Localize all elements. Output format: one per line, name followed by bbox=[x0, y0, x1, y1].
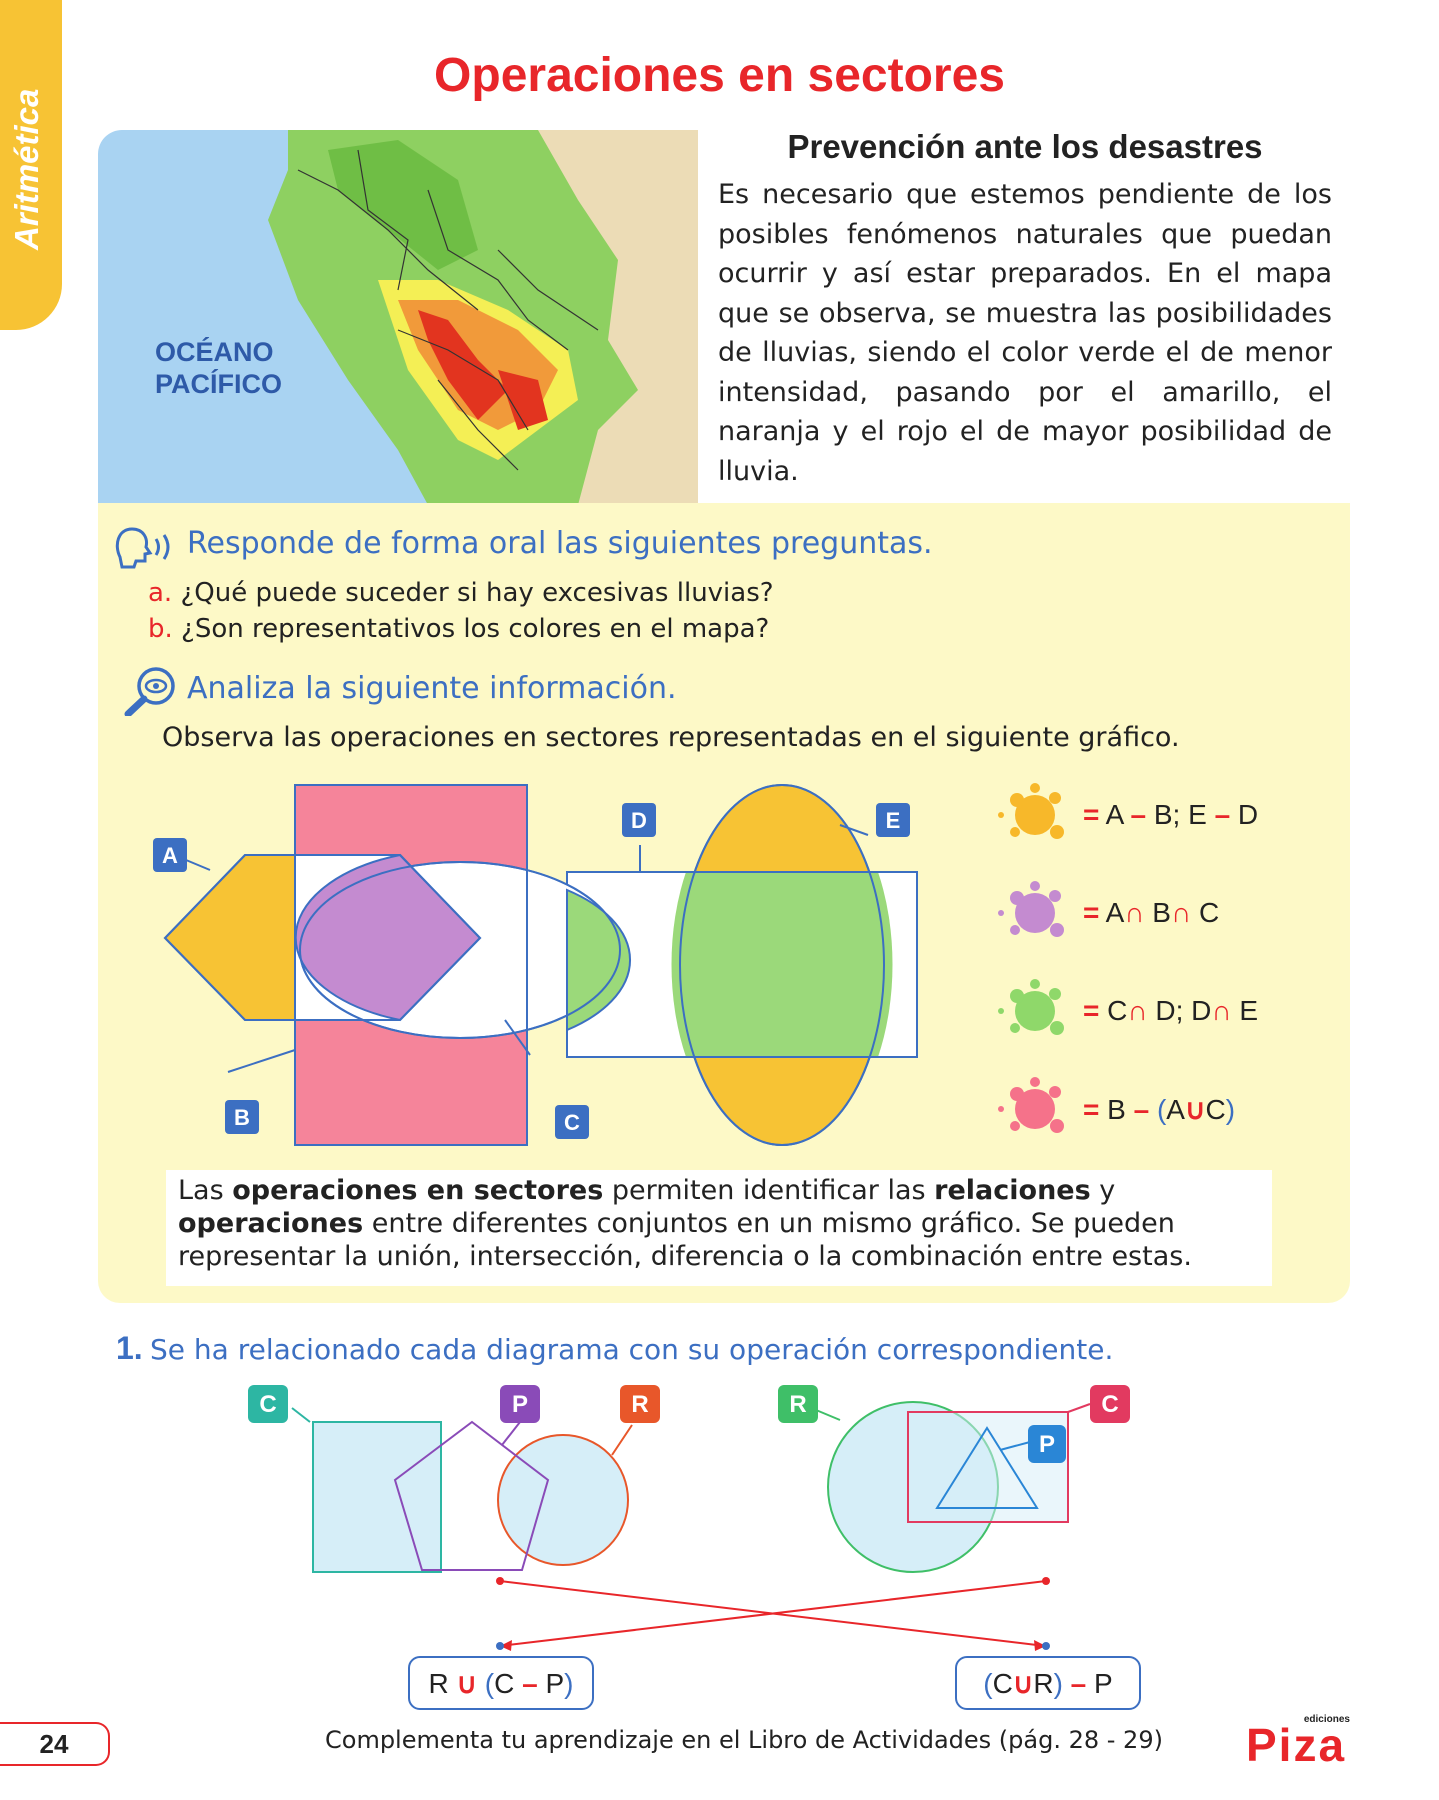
left-set-r bbox=[497, 1434, 629, 1566]
info-box: Las operaciones en sectores permiten ide… bbox=[166, 1170, 1272, 1286]
page-title: Operaciones en sectores bbox=[434, 49, 1005, 102]
question-b-letter: b. bbox=[148, 614, 173, 644]
right-set-p bbox=[935, 1426, 1039, 1509]
exercise-number: 1. bbox=[116, 1330, 143, 1366]
question-b-text: ¿Son representativos los colores en el m… bbox=[181, 614, 770, 644]
exercise-text: Se ha relacionado cada diagrama con su o… bbox=[150, 1333, 1114, 1366]
left-set-c bbox=[312, 1421, 442, 1573]
matching-arrows bbox=[496, 1577, 1050, 1651]
question-b: b. ¿Son representativos los colores en e… bbox=[148, 614, 769, 644]
oral-heading: Responde de forma oral las siguientes pr… bbox=[187, 526, 933, 561]
intro-text: Es necesario que estemos pendiente de lo… bbox=[718, 179, 1332, 487]
subject-label: Aritmética bbox=[8, 88, 45, 250]
legend-eq-orange: = A – B; E – D bbox=[1083, 799, 1259, 830]
page-number: 24 bbox=[0, 1722, 110, 1766]
right-label-c: C bbox=[1101, 1391, 1118, 1418]
exercise-diagrams: C P R R C P bbox=[248, 1385, 1130, 1651]
ocean-label: OCÉANO PACÍFICO bbox=[155, 336, 282, 400]
ocean-label-line1: OCÉANO bbox=[155, 337, 274, 367]
operation-left: R ∪ (C – P) bbox=[408, 1656, 594, 1710]
info-bold-2: relaciones bbox=[934, 1175, 1091, 1206]
operation-left-text: R ∪ (C – P) bbox=[428, 1667, 574, 1699]
magnifier-eye-icon bbox=[124, 667, 175, 716]
left-label-p: P bbox=[512, 1391, 528, 1418]
label-a: A bbox=[162, 843, 178, 868]
ocean-label-line2: PACÍFICO bbox=[155, 369, 282, 399]
orange-splash-icon bbox=[998, 783, 1064, 839]
peru-map-image bbox=[98, 130, 698, 505]
rain-map bbox=[98, 130, 698, 505]
observe-text: Observa las operaciones en sectores repr… bbox=[162, 722, 1180, 753]
legend-row-green: = C∩ D; D∩ E bbox=[995, 976, 1258, 1046]
info-bold-3: operaciones bbox=[178, 1208, 364, 1239]
publisher-logo: ediciones Piza bbox=[1246, 1714, 1352, 1771]
legend-row-pink: = B – (A∪C) bbox=[995, 1074, 1235, 1144]
left-set-p bbox=[393, 1420, 550, 1571]
pink-splash-icon bbox=[998, 1077, 1064, 1133]
label-e: E bbox=[886, 808, 901, 833]
speaking-head-icon bbox=[115, 527, 170, 569]
purple-splash-icon bbox=[998, 881, 1064, 937]
label-c: C bbox=[564, 1110, 580, 1135]
legend-row-orange: = A – B; E – D bbox=[995, 780, 1258, 850]
right-label-p: P bbox=[1039, 1431, 1055, 1458]
logo-small-text: ediciones bbox=[1303, 1714, 1350, 1725]
question-a: a. ¿Qué puede suceder si hay excesivas l… bbox=[148, 578, 774, 608]
info-text-3: y bbox=[1090, 1175, 1116, 1206]
intro-title: Prevención ante los desastres bbox=[787, 128, 1263, 165]
operation-right-text: (C∪R) – P bbox=[983, 1667, 1113, 1699]
footer-text: Complementa tu aprendizaje en el Libro d… bbox=[325, 1726, 1163, 1754]
question-a-text: ¿Qué puede suceder si hay excesivas lluv… bbox=[180, 578, 774, 608]
sector-diagram: A B C D E bbox=[153, 784, 918, 1146]
analyze-heading: Analiza la siguiente información. bbox=[187, 671, 677, 706]
operation-right: (C∪R) – P bbox=[955, 1656, 1141, 1710]
info-bold-1: operaciones en sectores bbox=[232, 1175, 604, 1206]
right-label-r: R bbox=[789, 1391, 806, 1418]
legend-eq-green: = C∩ D; D∩ E bbox=[1083, 995, 1259, 1026]
question-a-letter: a. bbox=[148, 578, 173, 608]
label-d: D bbox=[631, 808, 647, 833]
info-text-2: permiten identificar las bbox=[603, 1175, 935, 1206]
legend-row-purple: = A∩ B∩ C bbox=[995, 878, 1219, 948]
subject-tab: Aritmética bbox=[0, 0, 62, 330]
left-label-c: C bbox=[259, 1391, 276, 1418]
logo-big-text: Piza bbox=[1246, 1719, 1347, 1771]
info-text-4: entre diferentes conjuntos en un mismo g… bbox=[178, 1208, 1192, 1272]
left-label-r: R bbox=[631, 1391, 648, 1418]
green-splash-icon bbox=[998, 979, 1064, 1035]
info-text-1: Las bbox=[178, 1175, 233, 1206]
legend-eq-pink: = B – (A∪C) bbox=[1083, 1093, 1236, 1125]
label-b: B bbox=[234, 1105, 250, 1130]
legend-eq-purple: = A∩ B∩ C bbox=[1083, 897, 1220, 928]
